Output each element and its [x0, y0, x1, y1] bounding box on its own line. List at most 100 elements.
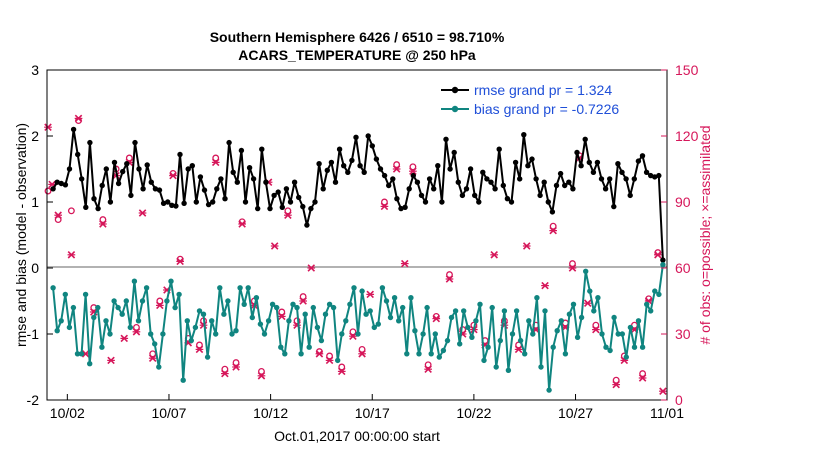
- possible-obs-marker: [258, 367, 265, 375]
- y2-tick-label: 0: [675, 392, 683, 408]
- rmse-point: [517, 176, 523, 182]
- bias-point: [513, 308, 520, 314]
- rmse-point: [443, 136, 449, 142]
- bias-point: [330, 304, 337, 311]
- y2-tick-label: 90: [675, 194, 691, 210]
- rmse-point: [87, 139, 93, 146]
- legend: rmse grand pr = 1.324 bias grand pr = -0…: [441, 79, 660, 123]
- rmse-point: [169, 202, 175, 208]
- bias-point: [355, 331, 361, 337]
- bias-point: [452, 308, 459, 314]
- rmse-point: [656, 172, 662, 179]
- bias-point: [326, 301, 333, 307]
- rmse-point: [336, 146, 343, 152]
- rmse-point: [611, 203, 617, 210]
- y-tick-label: -1: [27, 326, 40, 342]
- bias-point: [200, 311, 207, 317]
- possible-obs-marker: [569, 260, 576, 268]
- assimilated-obs-marker: [541, 281, 549, 290]
- bias-point: [412, 328, 418, 334]
- rmse-point: [275, 189, 281, 195]
- rmse-point: [422, 199, 429, 205]
- bias-point: [444, 337, 451, 344]
- rmse-point: [140, 186, 146, 192]
- bias-point: [237, 285, 243, 291]
- x-tick-label: 10/17: [355, 405, 390, 421]
- assimilated-obs-marker: [659, 387, 667, 395]
- y-tick-label: 3: [31, 62, 39, 78]
- rmse-point: [312, 199, 318, 205]
- x-axis-label: Oct.01,2017 00:00:00 start: [274, 428, 440, 444]
- assimilated-obs-marker: [44, 123, 52, 131]
- bias-point: [335, 357, 341, 364]
- rmse-point: [185, 166, 191, 172]
- rmse-point: [214, 186, 220, 192]
- y-tick-label: 2: [31, 128, 39, 144]
- rmse-point: [218, 176, 224, 182]
- bias-point: [123, 298, 129, 304]
- possible-obs-marker: [446, 271, 453, 279]
- bias-point: [428, 351, 434, 357]
- bias-point: [623, 354, 629, 360]
- possible-obs-marker: [315, 348, 323, 356]
- bias-point: [473, 318, 479, 324]
- rmse-point: [226, 139, 232, 146]
- y2-tick-label: 150: [675, 62, 699, 78]
- rmse-point: [447, 166, 453, 172]
- rmse-point: [255, 205, 261, 212]
- bias-point: [517, 337, 524, 344]
- bias-point: [538, 364, 544, 370]
- rmse-point: [144, 162, 150, 168]
- possible-obs-marker: [432, 312, 440, 320]
- rmse-point: [54, 179, 60, 185]
- rmse-point: [476, 199, 482, 205]
- rmse-point: [296, 194, 302, 201]
- possible-obs-marker: [278, 308, 286, 316]
- bias-point: [245, 285, 251, 291]
- rmse-point: [345, 169, 351, 175]
- rmse-point: [320, 186, 326, 192]
- bias-point: [343, 318, 349, 324]
- rmse-point: [193, 199, 199, 205]
- bias-point: [404, 351, 410, 357]
- rmse-point: [128, 192, 134, 199]
- bias-point: [115, 304, 121, 311]
- rmse-point: [484, 176, 490, 182]
- assimilated-obs-marker: [400, 259, 409, 268]
- bias-point: [656, 291, 662, 298]
- y-tick-label: -2: [27, 392, 40, 408]
- bias-point: [558, 318, 564, 324]
- rmse-point: [394, 196, 400, 202]
- rmse-point: [58, 180, 64, 187]
- bias-point: [274, 304, 280, 311]
- assimilated-obs-marker: [138, 209, 147, 217]
- rmse-point: [160, 200, 167, 206]
- legend-rmse-marker: [451, 86, 459, 94]
- rmse-point: [492, 186, 498, 192]
- bias-point: [290, 301, 296, 307]
- rmse-point: [504, 196, 511, 202]
- rmse-point: [304, 222, 310, 228]
- rmse-point: [631, 176, 637, 182]
- bias-point: [269, 301, 276, 307]
- rmse-point: [230, 169, 236, 175]
- rmse-point: [279, 204, 285, 210]
- possible-obs-marker: [326, 352, 334, 360]
- bias-point: [127, 324, 133, 331]
- bias-point: [152, 341, 158, 347]
- rmse-point: [332, 179, 339, 185]
- bias-point: [87, 361, 93, 367]
- rmse-point: [103, 166, 110, 172]
- possible-obs-marker: [54, 216, 62, 224]
- bias-point: [50, 285, 56, 291]
- bias-point: [603, 344, 609, 350]
- bias-point: [391, 295, 398, 301]
- bias-point: [497, 337, 503, 344]
- bias-point: [139, 298, 146, 304]
- rmse-point: [451, 149, 457, 156]
- bias-point: [339, 331, 345, 337]
- rmse-point: [111, 159, 118, 166]
- bias-point: [217, 285, 223, 291]
- y-axis-label: rmse and bias (model - observation): [13, 123, 29, 347]
- bias-point: [168, 278, 174, 284]
